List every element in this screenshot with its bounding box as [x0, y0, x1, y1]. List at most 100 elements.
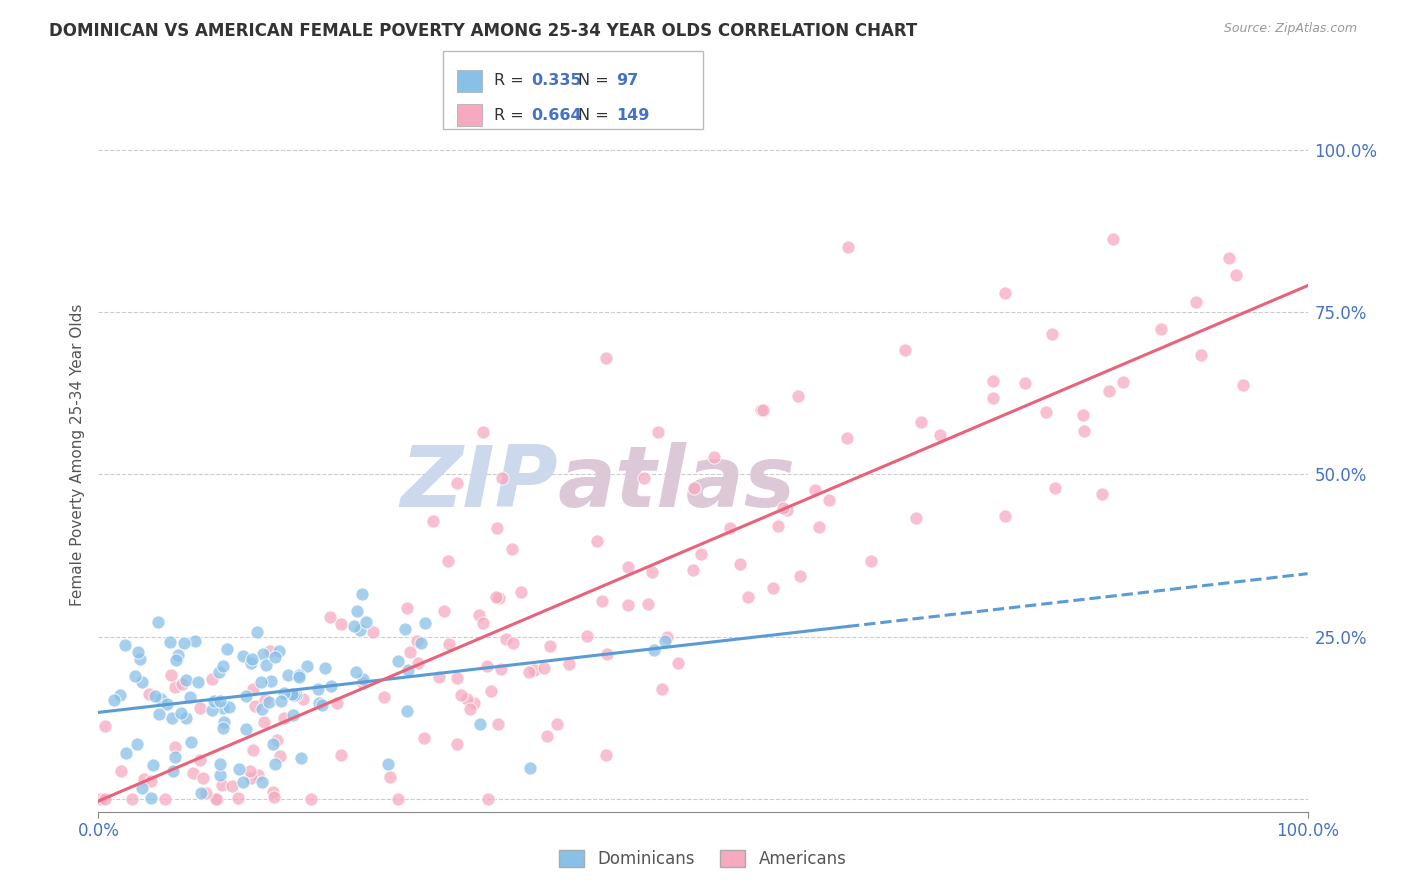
Point	[486, 717, 509, 731]
Point	[277, 668, 299, 682]
Point	[211, 700, 233, 714]
Point	[288, 670, 311, 684]
Point	[242, 651, 264, 665]
Point	[617, 598, 640, 612]
Point	[344, 665, 367, 679]
Point	[299, 791, 322, 805]
Text: N =: N =	[578, 73, 614, 88]
Point	[343, 619, 366, 633]
Y-axis label: Female Poverty Among 25-34 Year Olds: Female Poverty Among 25-34 Year Olds	[69, 304, 84, 606]
Point	[422, 514, 444, 528]
Text: R =: R =	[494, 73, 529, 88]
Point	[159, 635, 181, 649]
Point	[1112, 376, 1135, 390]
Point	[718, 521, 741, 535]
Text: N =: N =	[578, 108, 614, 123]
Point	[396, 663, 419, 677]
Point	[682, 481, 704, 495]
Point	[651, 681, 673, 696]
Point	[1071, 408, 1094, 422]
Point	[981, 391, 1004, 405]
Point	[160, 711, 183, 725]
Point	[1073, 424, 1095, 438]
Point	[308, 697, 330, 711]
Point	[666, 657, 689, 671]
Point	[640, 565, 662, 579]
Point	[329, 617, 352, 632]
Point	[127, 645, 149, 659]
Point	[1040, 327, 1063, 342]
Point	[994, 285, 1017, 300]
Point	[243, 698, 266, 713]
Point	[94, 719, 117, 733]
Point	[458, 702, 481, 716]
Point	[981, 374, 1004, 388]
Point	[270, 694, 292, 708]
Point	[187, 675, 209, 690]
Point	[173, 636, 195, 650]
Point	[170, 676, 193, 690]
Point	[488, 591, 510, 606]
Point	[519, 761, 541, 775]
Point	[536, 729, 558, 743]
Point	[200, 673, 222, 687]
Point	[143, 689, 166, 703]
Point	[1035, 405, 1057, 419]
Point	[1102, 232, 1125, 246]
Point	[1090, 487, 1112, 501]
Point	[202, 694, 225, 708]
Point	[330, 747, 353, 762]
Point	[110, 764, 132, 778]
Point	[728, 557, 751, 571]
Point	[495, 632, 517, 646]
Point	[264, 649, 287, 664]
Point	[415, 616, 437, 631]
Point	[361, 625, 384, 640]
Text: 0.664: 0.664	[531, 108, 582, 123]
Point	[387, 654, 409, 668]
Point	[1225, 268, 1247, 283]
Point	[523, 663, 546, 677]
Point	[501, 541, 523, 556]
Point	[121, 791, 143, 805]
Point	[209, 756, 232, 771]
Point	[406, 656, 429, 670]
Point	[232, 775, 254, 789]
Point	[190, 785, 212, 799]
Point	[184, 633, 207, 648]
Point	[259, 644, 281, 658]
Point	[352, 672, 374, 686]
Point	[394, 622, 416, 636]
Point	[396, 704, 419, 718]
Point	[253, 715, 276, 730]
Point	[211, 721, 233, 735]
Point	[249, 675, 271, 690]
Point	[257, 696, 280, 710]
Point	[437, 554, 460, 568]
Point	[266, 733, 288, 747]
Point	[517, 665, 540, 680]
Point	[377, 757, 399, 772]
Point	[456, 691, 478, 706]
Text: ZIP: ZIP	[401, 442, 558, 525]
Point	[240, 656, 263, 670]
Point	[138, 687, 160, 701]
Point	[789, 569, 811, 583]
Point	[288, 668, 311, 682]
Point	[637, 598, 659, 612]
Point	[595, 747, 617, 762]
Point	[703, 450, 725, 464]
Point	[132, 772, 155, 787]
Point	[860, 554, 883, 568]
Text: 97: 97	[616, 73, 638, 88]
Point	[146, 615, 169, 630]
Point	[1232, 378, 1254, 392]
Point	[246, 624, 269, 639]
Point	[1150, 322, 1173, 336]
Point	[103, 692, 125, 706]
Point	[131, 675, 153, 690]
Point	[160, 668, 183, 682]
Point	[446, 738, 468, 752]
Point	[254, 657, 277, 672]
Point	[179, 690, 201, 704]
